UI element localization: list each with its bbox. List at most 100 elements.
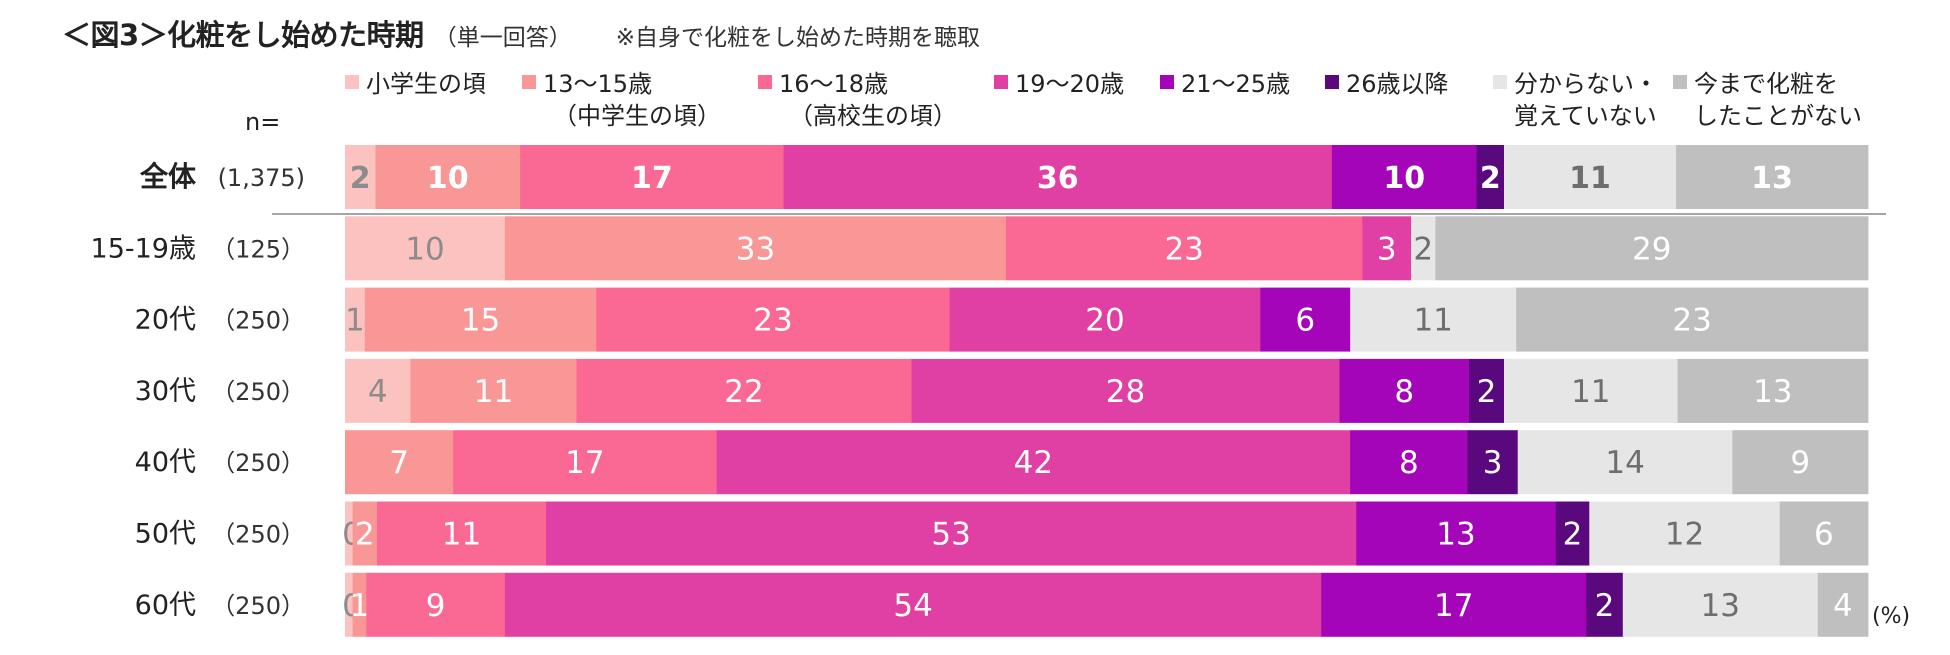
bar-segment bbox=[1677, 358, 1869, 423]
data-label: 13 bbox=[1701, 588, 1740, 624]
data-label: 9 bbox=[1790, 445, 1810, 481]
bar-segment bbox=[345, 145, 376, 209]
data-label: 2 bbox=[1480, 161, 1501, 196]
bar-row: 4 11 22 28 8 2 11 13 bbox=[345, 358, 1869, 423]
bar-segment bbox=[364, 287, 597, 352]
n-label: n= bbox=[245, 108, 280, 136]
row-labels: 全体 (1,375) 15-19歳 （125） 20代 （250） 30代 （250） 40代 （… bbox=[91, 160, 305, 621]
data-label: 17 bbox=[565, 445, 604, 481]
data-label: 13 bbox=[1436, 517, 1475, 553]
chart-header: ＜図3＞化粧をし始めた時期 （単一回答） ※自身で化粧をし始めた時期を聴取 bbox=[62, 12, 980, 54]
bar-segment bbox=[345, 287, 366, 352]
chart-title: ＜図3＞化粧をし始めた時期 bbox=[62, 18, 424, 52]
bar-segment bbox=[783, 145, 1333, 209]
bar-segment bbox=[453, 430, 718, 495]
data-label: 54 bbox=[893, 588, 932, 624]
data-label: 12 bbox=[1665, 517, 1704, 553]
data-label: 28 bbox=[1106, 374, 1145, 410]
bar-row: 10 33 23 3 2 29 bbox=[345, 216, 1869, 281]
data-label: 23 bbox=[753, 303, 792, 339]
bar-segment bbox=[1411, 216, 1436, 281]
data-label: 11 bbox=[1571, 374, 1610, 410]
row-n-label: （250） bbox=[211, 307, 305, 335]
bar-segment bbox=[375, 145, 521, 209]
row-label: 40代 bbox=[135, 447, 196, 478]
bar-row: 7 17 42 8 3 14 9 bbox=[345, 430, 1869, 495]
bar-segment bbox=[1350, 430, 1468, 495]
bar-segment bbox=[949, 287, 1261, 352]
bar-segment bbox=[1356, 501, 1557, 566]
data-label: 7 bbox=[389, 445, 409, 481]
data-label: 1 bbox=[345, 303, 365, 339]
data-label: 29 bbox=[1632, 231, 1671, 267]
row-n-label: （250） bbox=[211, 521, 305, 549]
data-label: 6 bbox=[1814, 517, 1834, 553]
data-label: 13 bbox=[1751, 161, 1793, 196]
bar-segment bbox=[1517, 430, 1733, 495]
legend-label: 分からない・覚えていない bbox=[1514, 70, 1658, 130]
data-label: 11 bbox=[442, 517, 481, 553]
legend-label: 21～25歳 bbox=[1181, 70, 1290, 98]
bar-segment bbox=[352, 572, 367, 637]
bar-segment bbox=[1676, 145, 1869, 209]
legend-item: 13～15歳（中学生の頃） bbox=[522, 70, 721, 130]
legend-item: 小学生の頃 bbox=[345, 70, 486, 98]
data-label: 9 bbox=[426, 588, 446, 624]
legend-item: 26歳以降 bbox=[1325, 70, 1449, 98]
unit-label: (%) bbox=[1872, 604, 1910, 629]
legend-swatch bbox=[1160, 75, 1174, 89]
bar-segment bbox=[1321, 572, 1587, 637]
legend-label: 今まで化粧をしたことがない bbox=[1694, 70, 1862, 130]
data-label: 6 bbox=[1295, 303, 1315, 339]
bar-row: 02 11 53 13 2 12 6 bbox=[342, 501, 1869, 566]
bar-segment bbox=[345, 572, 354, 637]
bar-segment bbox=[1732, 430, 1869, 495]
data-label: 15 bbox=[461, 303, 500, 339]
bar-segment bbox=[1817, 572, 1869, 637]
legend-swatch bbox=[994, 75, 1008, 89]
answer-type-label: （単一回答） bbox=[433, 25, 572, 51]
data-label: 20 bbox=[1085, 303, 1124, 339]
data-label: 10 bbox=[405, 231, 444, 267]
bar-segment bbox=[352, 501, 378, 566]
data-label: 10 bbox=[427, 161, 469, 196]
data-label: 4 bbox=[368, 374, 388, 410]
bar-segment bbox=[345, 358, 411, 423]
legend: 小学生の頃 13～15歳（中学生の頃） 16～18歳（高校生の頃） 19～20歳 21～… bbox=[345, 70, 1862, 130]
bar-segment bbox=[716, 430, 1351, 495]
legend-label: 13～15歳（中学生の頃） bbox=[543, 70, 721, 130]
data-label: 17 bbox=[631, 161, 673, 196]
legend-label: 26歳以降 bbox=[1346, 70, 1449, 98]
data-label: 3 bbox=[1377, 231, 1397, 267]
data-label: 2 bbox=[1477, 374, 1497, 410]
legend-label: 16～18歳（高校生の頃） bbox=[779, 70, 957, 130]
bar-segment bbox=[366, 572, 506, 637]
bar-segment bbox=[504, 572, 1322, 637]
bar-segment bbox=[596, 287, 951, 352]
data-label: 8 bbox=[1394, 374, 1414, 410]
bar-segment bbox=[1516, 287, 1869, 352]
data-label: 10 bbox=[1383, 161, 1425, 196]
row-n-label: （250） bbox=[211, 449, 305, 477]
row-n-label: （250） bbox=[211, 378, 305, 406]
row-label: 60代 bbox=[135, 590, 196, 621]
data-label: 2 bbox=[1595, 588, 1615, 624]
bar-segment bbox=[1622, 572, 1819, 637]
data-label: 11 bbox=[1569, 161, 1611, 196]
legend-swatch bbox=[1673, 75, 1687, 89]
legend-item: 分からない・覚えていない bbox=[1493, 70, 1658, 130]
row-label: 50代 bbox=[135, 519, 196, 550]
bar-segment bbox=[1362, 216, 1412, 281]
data-label: 53 bbox=[931, 517, 970, 553]
bar-segment bbox=[345, 501, 354, 566]
data-label: 8 bbox=[1399, 445, 1419, 481]
data-label: 11 bbox=[1413, 303, 1452, 339]
row-label: 全体 bbox=[139, 160, 197, 193]
bar-segment bbox=[520, 145, 785, 209]
data-label: 1 bbox=[350, 588, 370, 624]
bar-segment bbox=[576, 358, 912, 423]
bar-segment bbox=[1555, 501, 1590, 566]
bar-segment bbox=[1435, 216, 1869, 281]
